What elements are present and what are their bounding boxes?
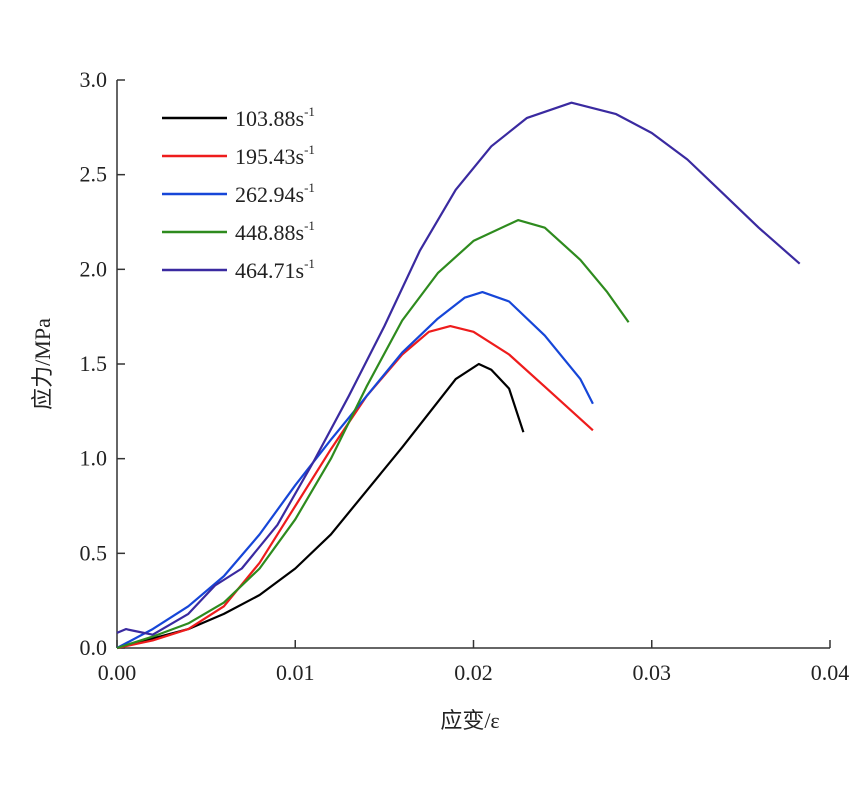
y-tick-label: 1.5 — [80, 351, 108, 376]
legend-label: 103.88s-1 — [235, 104, 315, 131]
y-tick-label: 2.0 — [80, 256, 108, 281]
series-line-262.94 — [116, 291, 594, 649]
series-line-448.88 — [116, 219, 630, 650]
x-axis-label: 应变/ε — [440, 708, 499, 733]
x-tick-label: 0.00 — [98, 660, 137, 685]
y-tick-label: 0.0 — [80, 635, 108, 660]
legend-label: 195.43s-1 — [235, 142, 315, 169]
series-line-195.43 — [116, 325, 594, 650]
series-line-103.88 — [116, 362, 525, 650]
y-tick-label: 1.0 — [80, 446, 108, 471]
y-tick-label: 0.5 — [80, 540, 108, 565]
y-tick-label: 2.5 — [80, 162, 108, 187]
legend-exponent: -1 — [304, 256, 315, 271]
x-tick-label: 0.02 — [454, 660, 493, 685]
y-tick-label: 3.0 — [80, 67, 108, 92]
legend-label: 448.88s-1 — [235, 218, 315, 245]
legend-exponent: -1 — [304, 104, 315, 119]
legend-exponent: -1 — [304, 180, 315, 195]
x-tick-label: 0.04 — [811, 660, 850, 685]
y-axis-label: 应力/MPa — [30, 318, 55, 410]
series-line-464.71 — [116, 101, 801, 636]
x-tick-label: 0.01 — [276, 660, 315, 685]
legend-label: 262.94s-1 — [235, 180, 315, 207]
legend: 103.88s-1 195.43s-1 262.94s-1 448.88s-1 464.… — [162, 104, 315, 283]
x-tick-label: 0.03 — [633, 660, 672, 685]
legend-label: 464.71s-1 — [235, 256, 315, 283]
legend-exponent: -1 — [304, 142, 315, 157]
legend-exponent: -1 — [304, 218, 315, 233]
